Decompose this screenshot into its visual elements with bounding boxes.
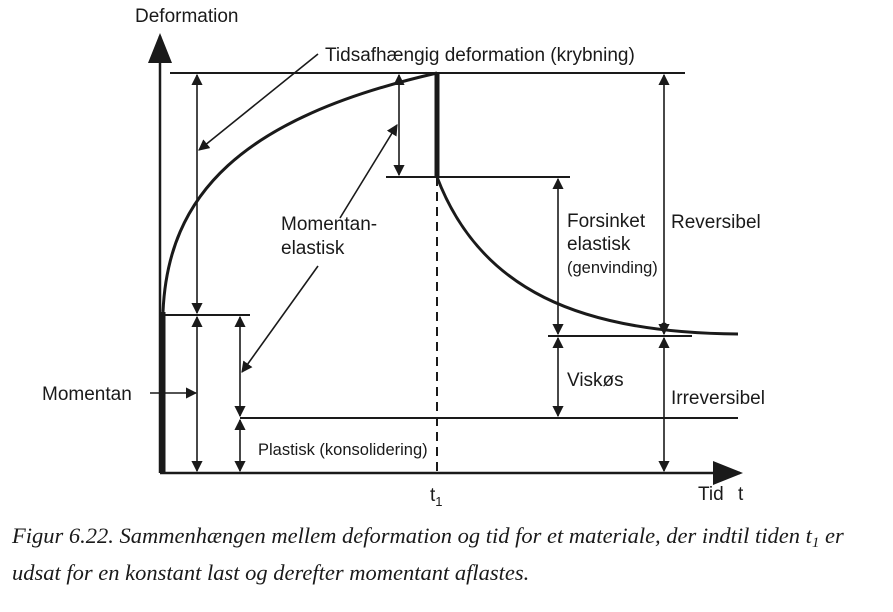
krybning-leader: [198, 53, 319, 151]
x-axis-label-t: t: [738, 484, 744, 505]
reversibel-label: Reversibel: [671, 212, 761, 233]
forsinket-label-1: Forsinket: [567, 211, 646, 232]
krybning-label: Tidsafhængig deformation (krybning): [325, 45, 635, 66]
momentan-elastisk-label-1: Momentan-: [281, 214, 377, 235]
creep-curve: [161, 71, 438, 313]
t1-label: t1: [430, 485, 443, 509]
momentan-elastisk-leader-down: [241, 265, 319, 373]
x-axis-label-tid: Tid: [698, 484, 724, 505]
momentan-elastisk-label-2: elastisk: [281, 238, 345, 259]
momentan-elastisk-leader-up: [339, 124, 398, 219]
plastisk-label: Plastisk (konsolidering): [258, 441, 428, 459]
irreversibel-label: Irreversibel: [671, 388, 765, 409]
y-axis-label: Deformation: [135, 6, 239, 27]
viskos-label: Viskøs: [567, 370, 624, 391]
forsinket-label-3: (genvinding): [567, 259, 658, 277]
deformation-time-diagram: Deformation Tidsafhængig deformation (kr…: [42, 6, 765, 509]
forsinket-label-2: elastisk: [567, 234, 631, 255]
figure-caption: Figur 6.22. Sammenhængen mellem deformat…: [12, 523, 844, 585]
recovery-curve: [435, 176, 739, 336]
momentan-label: Momentan: [42, 384, 132, 405]
